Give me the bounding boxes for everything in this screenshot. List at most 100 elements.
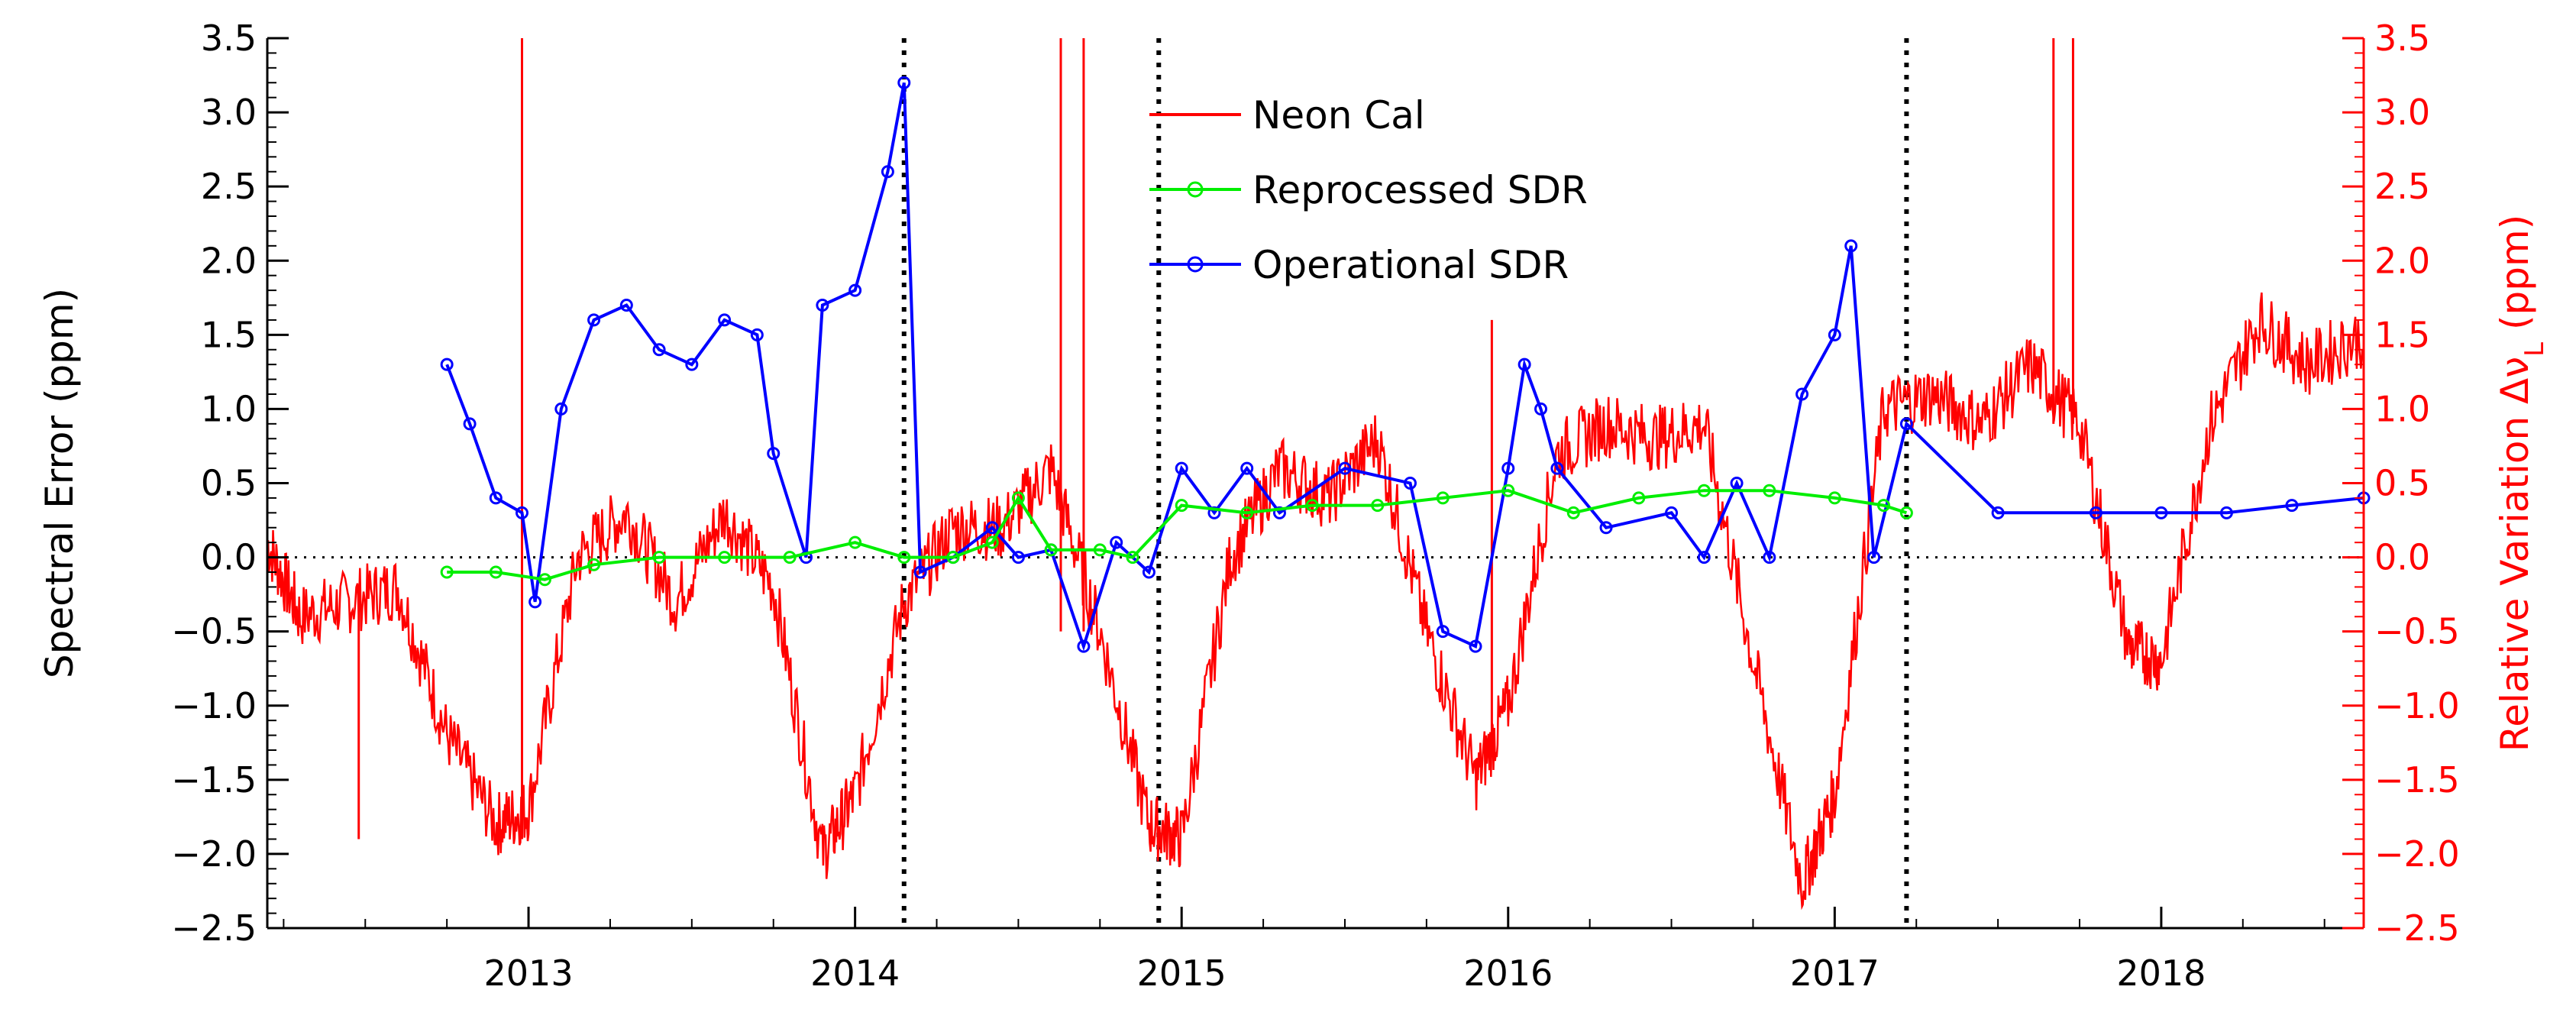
reprocessed-sdr-point (1240, 506, 1254, 519)
operational-sdr-point (750, 328, 764, 341)
right-y-tick-label: −1.0 (2374, 685, 2460, 726)
operational-sdr-point (1175, 461, 1188, 475)
left-y-tick-label: −1.5 (171, 759, 257, 801)
reprocessed-sdr-point (1876, 499, 1890, 513)
reprocessed-sdr-point (1436, 491, 1450, 505)
operational-sdr-point (463, 417, 477, 431)
operational-sdr-point (1110, 535, 1123, 549)
reprocessed-sdr-point (1305, 499, 1319, 513)
operational-sdr-point (1011, 551, 1025, 564)
operational-sdr-point (1207, 506, 1221, 519)
right-y-tick-label: −1.5 (2374, 759, 2460, 801)
operational-sdr-point (2285, 499, 2299, 513)
operational-sdr-point (489, 491, 503, 505)
left-y-tick-label: 1.5 (201, 314, 257, 355)
reprocessed-sdr-point (1501, 484, 1515, 497)
plot-layer (266, 38, 2371, 928)
left-y-tick-label: 2.0 (201, 240, 257, 281)
right-y-tick-label: 2.0 (2374, 240, 2430, 281)
reprocessed-sdr-point (489, 565, 503, 579)
operational-sdr-point (816, 299, 829, 312)
left-y-tick-label: −2.0 (171, 833, 257, 875)
operational-sdr-point (1828, 328, 1841, 341)
left-y-tick-label: −1.0 (171, 685, 257, 726)
x-tick-label: 2016 (1463, 953, 1553, 994)
operational-sdr-point (913, 565, 927, 579)
right-y-tick-label: 0.0 (2374, 537, 2430, 578)
operational-sdr-point (985, 521, 999, 535)
operational-sdr-point (1240, 461, 1254, 475)
x-tick-label: 2017 (1790, 953, 1879, 994)
reprocessed-sdr-point (1763, 484, 1776, 497)
operational-sdr-point (685, 357, 699, 371)
left-y-tick-label: 3.0 (201, 92, 257, 133)
reprocessed-sdr-point (946, 551, 960, 564)
operational-sdr-point (1763, 551, 1776, 564)
reprocessed-sdr-point (848, 535, 862, 549)
operational-sdr-point (848, 283, 862, 297)
reprocessed-sdr-point (783, 551, 797, 564)
operational-sdr-point (1436, 625, 1450, 639)
operational-sdr-point (1730, 477, 1744, 490)
left-y-tick-label: 0.0 (201, 537, 257, 578)
series-reprocessed-sdr-line (447, 489, 1908, 581)
operational-sdr-point (1899, 417, 1913, 431)
operational-sdr-point (554, 402, 568, 416)
reprocessed-sdr-point (652, 551, 666, 564)
operational-sdr-point (1517, 357, 1531, 371)
reprocessed-sdr-point (985, 535, 999, 549)
left-y-tick-label: 2.5 (201, 166, 257, 207)
operational-sdr-point (652, 343, 666, 357)
operational-sdr-point (897, 76, 911, 89)
operational-sdr-point (1338, 461, 1352, 475)
x-tick-label: 2018 (2116, 953, 2206, 994)
operational-sdr-point (881, 165, 894, 179)
operational-sdr-point (587, 313, 601, 327)
reprocessed-sdr-point (1126, 551, 1139, 564)
operational-sdr-point (619, 299, 633, 312)
y2-axis-title-subscript: L (2519, 342, 2550, 357)
legend-marker-operational-sdr (1187, 256, 1204, 273)
operational-sdr-point (767, 447, 781, 461)
reprocessed-sdr-point (1011, 491, 1025, 505)
reprocessed-sdr-point (1828, 491, 1841, 505)
left-y-tick-label: 1.0 (201, 388, 257, 429)
operational-sdr-point (440, 357, 454, 371)
right-y-tick-label: 1.0 (2374, 388, 2430, 429)
left-y-tick-label: −0.5 (171, 611, 257, 652)
x-tick-label: 2014 (810, 953, 900, 994)
operational-sdr-point (1077, 639, 1091, 653)
reprocessed-sdr-point (1566, 506, 1580, 519)
reprocessed-sdr-point (1093, 543, 1107, 557)
operational-sdr-point (799, 551, 813, 564)
x-tick-label: 2015 (1137, 953, 1227, 994)
operational-sdr-point (516, 506, 529, 519)
right-y-tick-label: −2.5 (2374, 907, 2460, 949)
operational-sdr-point (1142, 565, 1155, 579)
reprocessed-sdr-point (897, 551, 911, 564)
left-y-tick-label: 0.5 (201, 463, 257, 504)
y-axis-title: Spectral Error (ppm) (37, 288, 82, 678)
operational-sdr-point (1665, 506, 1679, 519)
operational-sdr-point (718, 313, 732, 327)
operational-sdr-point (1697, 551, 1711, 564)
reprocessed-sdr-point (1371, 499, 1385, 513)
right-y-tick-label: 3.5 (2374, 18, 2430, 59)
legend-label-operational-sdr: Operational SDR (1252, 243, 1569, 287)
legend-label-neon-cal: Neon Cal (1252, 93, 1425, 137)
legend-label-reprocessed-sdr: Reprocessed SDR (1252, 168, 1588, 212)
operational-sdr-point (1844, 239, 1858, 253)
operational-sdr-point (1867, 551, 1881, 564)
reprocessed-sdr-point (718, 551, 732, 564)
operational-sdr-point (1501, 461, 1515, 475)
right-y-tick-label: −2.0 (2374, 833, 2460, 875)
right-y-tick-label: 3.0 (2374, 92, 2430, 133)
operational-sdr-point (2219, 506, 2233, 519)
reprocessed-sdr-point (538, 573, 551, 587)
reprocessed-sdr-point (1697, 484, 1711, 497)
right-y-tick-label: 2.5 (2374, 166, 2430, 207)
reprocessed-sdr-point (587, 558, 601, 571)
operational-sdr-point (528, 595, 542, 609)
operational-sdr-point (1403, 477, 1417, 490)
